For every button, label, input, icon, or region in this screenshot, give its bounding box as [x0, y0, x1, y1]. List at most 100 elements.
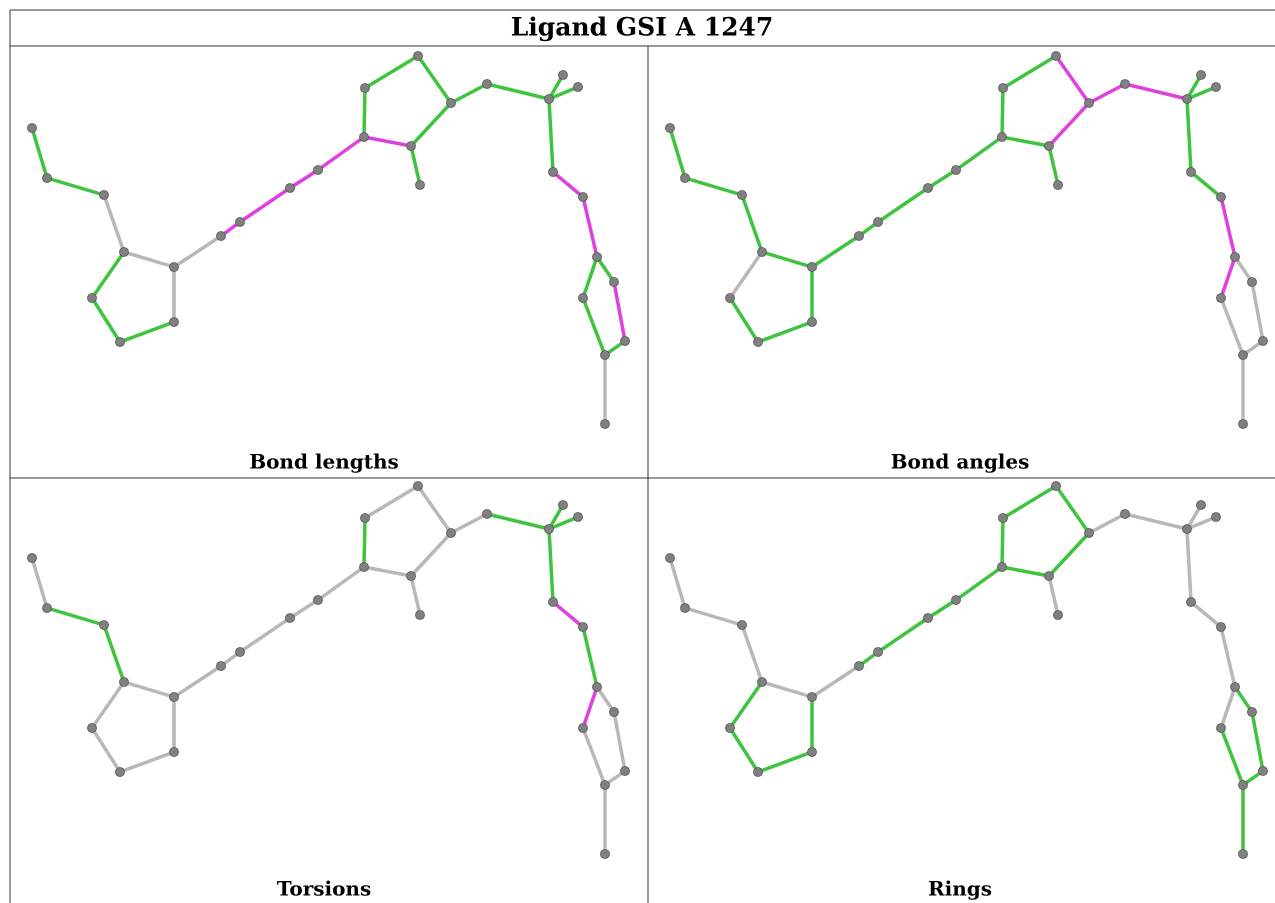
- atom: [808, 748, 817, 757]
- bond: [124, 682, 174, 697]
- table-grid: [10, 10, 1275, 903]
- atom: [1052, 482, 1061, 491]
- bond: [47, 608, 104, 625]
- bond: [487, 84, 549, 99]
- atom: [601, 781, 610, 790]
- bond: [1221, 627, 1235, 687]
- atom: [758, 678, 767, 687]
- atom: [574, 83, 583, 92]
- bond: [583, 298, 605, 355]
- atom: [579, 294, 588, 303]
- bond: [1089, 84, 1125, 103]
- bond: [174, 236, 221, 267]
- bond: [1002, 518, 1003, 567]
- atom: [559, 71, 568, 80]
- bond: [956, 567, 1002, 600]
- atom: [559, 501, 568, 510]
- atom: [1183, 95, 1192, 104]
- bond: [1049, 103, 1089, 146]
- atom: [414, 482, 423, 491]
- atom: [1212, 513, 1221, 522]
- atom: [1217, 193, 1226, 202]
- atom: [1259, 337, 1268, 346]
- atom: [681, 604, 690, 613]
- atom: [217, 662, 226, 671]
- atom: [1231, 253, 1240, 262]
- bond: [1049, 576, 1058, 615]
- atom: [314, 596, 323, 605]
- atom: [874, 648, 883, 657]
- atom: [666, 554, 675, 563]
- panel-label: Rings: [928, 877, 992, 901]
- atom: [361, 84, 370, 93]
- bond: [487, 514, 549, 529]
- bond: [1221, 298, 1243, 355]
- atom: [1239, 781, 1248, 790]
- bond: [1056, 56, 1089, 103]
- atom: [236, 218, 245, 227]
- atom: [621, 767, 630, 776]
- atom: [407, 142, 416, 151]
- atom: [808, 263, 817, 272]
- atom: [1197, 71, 1206, 80]
- atom: [361, 514, 370, 523]
- bond: [411, 576, 420, 615]
- atom: [360, 563, 369, 572]
- bond: [1002, 567, 1049, 576]
- atom: [999, 84, 1008, 93]
- atom: [601, 351, 610, 360]
- atom: [855, 662, 864, 671]
- atom: [924, 614, 933, 623]
- bond: [1221, 257, 1235, 298]
- bond: [742, 195, 762, 252]
- bond: [956, 137, 1002, 170]
- bond: [670, 558, 685, 608]
- bond: [878, 188, 928, 222]
- atom: [1259, 767, 1268, 776]
- bond: [290, 600, 318, 618]
- atom: [754, 338, 763, 347]
- bond: [583, 627, 597, 687]
- bond: [92, 298, 120, 342]
- bond: [1187, 529, 1191, 602]
- bond: [1002, 137, 1049, 146]
- atom: [88, 724, 97, 733]
- atom: [170, 693, 179, 702]
- atom: [1239, 420, 1248, 429]
- bond: [758, 752, 812, 772]
- bond: [240, 618, 290, 652]
- bond: [32, 128, 47, 178]
- atom: [1187, 168, 1196, 177]
- bond: [411, 103, 451, 146]
- bond: [364, 137, 411, 146]
- bond: [1125, 514, 1187, 529]
- atom: [483, 510, 492, 519]
- panel-label: Bond angles: [891, 450, 1030, 474]
- atom: [952, 166, 961, 175]
- bond: [418, 486, 451, 533]
- bond: [1252, 712, 1263, 771]
- atom: [610, 708, 619, 717]
- bond: [1002, 88, 1003, 137]
- bond: [685, 178, 742, 195]
- bond: [878, 618, 928, 652]
- bond: [124, 252, 174, 267]
- atom: [116, 338, 125, 347]
- atom: [170, 748, 179, 757]
- bond: [120, 322, 174, 342]
- bond: [614, 282, 625, 341]
- atom: [116, 768, 125, 777]
- atom: [1085, 99, 1094, 108]
- bond: [1191, 602, 1221, 627]
- bond: [553, 172, 583, 197]
- bond: [1221, 197, 1235, 257]
- bond: [762, 252, 812, 267]
- page: Ligand GSI A 1247 Bond lengths Bond angl…: [0, 0, 1275, 903]
- atom: [1212, 83, 1221, 92]
- bond: [1221, 728, 1243, 785]
- atom: [416, 611, 425, 620]
- bond: [364, 518, 365, 567]
- bond: [730, 682, 762, 728]
- atom: [726, 294, 735, 303]
- panel-label: Torsions: [277, 877, 371, 901]
